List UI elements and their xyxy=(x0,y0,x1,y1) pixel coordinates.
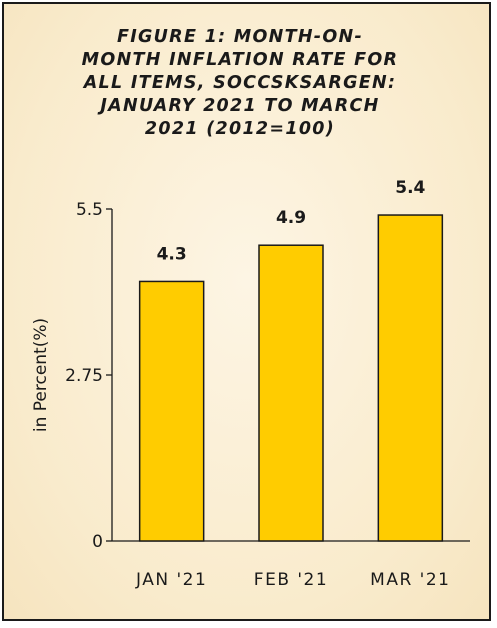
y-tick-label: 5.5 xyxy=(76,200,103,220)
x-tick-label: MAR '21 xyxy=(370,570,450,590)
y-axis-label: in Percent(%) xyxy=(31,318,51,432)
data-label: 4.3 xyxy=(157,244,187,264)
chart-title-line: FIGURE 1: MONTH-ON- xyxy=(116,27,364,47)
chart-title-line: JANUARY 2021 TO MARCH xyxy=(100,96,380,116)
data-label: 5.4 xyxy=(395,178,425,198)
chart-title-line: 2021 (2012=100) xyxy=(144,119,336,139)
x-tick-label: JAN '21 xyxy=(135,570,207,590)
y-axis-label-group: in Percent(%) xyxy=(31,318,51,432)
chart-title: FIGURE 1: MONTH-ON- MONTH INFLATION RATE… xyxy=(40,26,440,141)
y-tick-label: 2.75 xyxy=(65,366,103,386)
chart-title-line: ALL ITEMS, SOCCSKSARGEN: xyxy=(83,73,397,93)
y-tick-label: 0 xyxy=(92,532,103,552)
chart-title-line: MONTH INFLATION RATE FOR xyxy=(81,50,399,70)
data-label: 4.9 xyxy=(276,208,306,228)
bar xyxy=(377,214,444,542)
bar xyxy=(138,280,205,542)
bar xyxy=(258,244,324,542)
x-tick-label: FEB '21 xyxy=(254,570,328,590)
